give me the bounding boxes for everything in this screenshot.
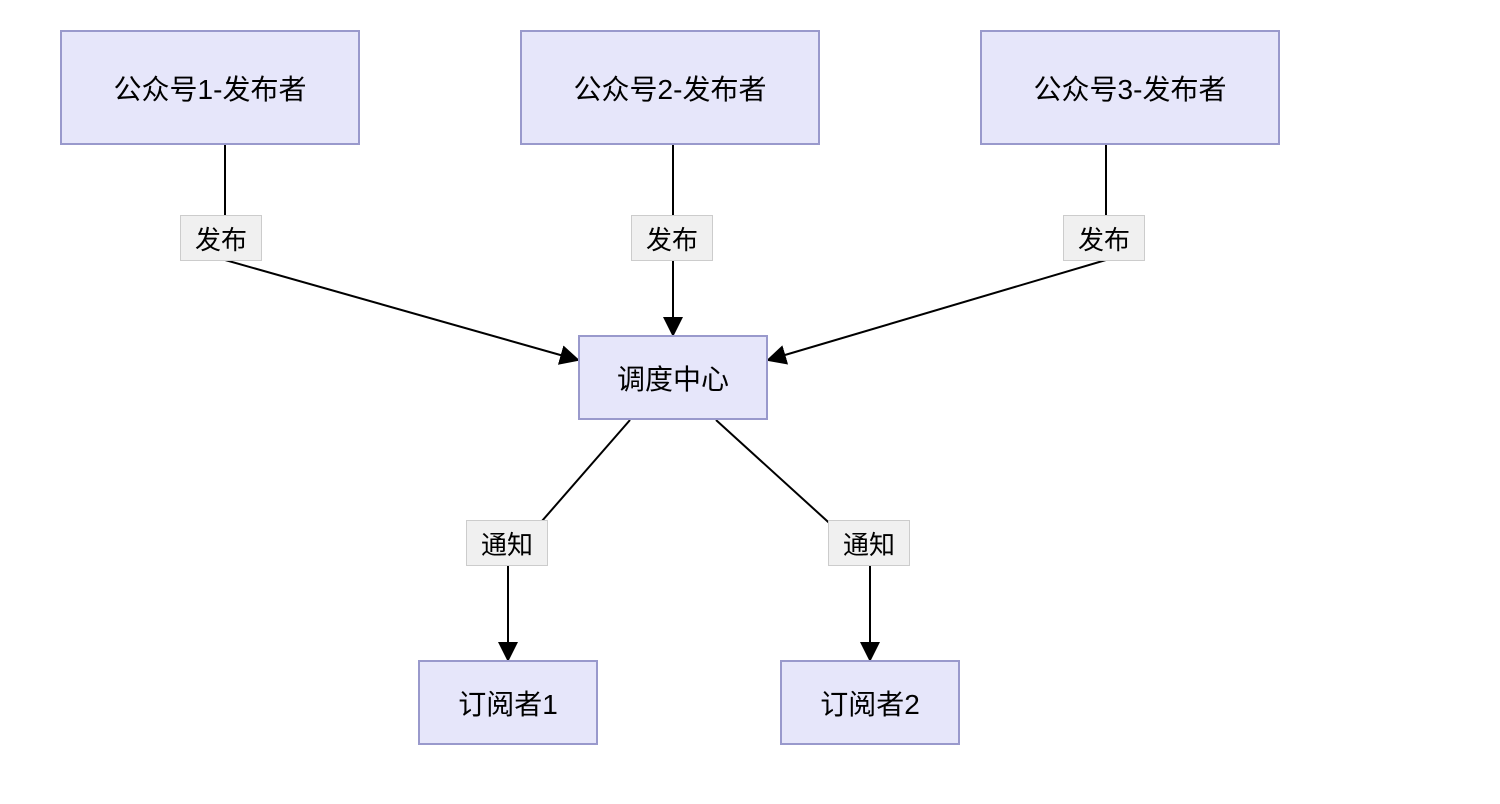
edge-label-center-sub2: 通知 xyxy=(828,520,910,566)
edge-label-pub2-center: 发布 xyxy=(631,215,713,261)
node-label-sub1: 订阅者1 xyxy=(458,683,558,723)
node-center: 调度中心 xyxy=(578,335,768,420)
edge-label-text-pub3-center: 发布 xyxy=(1078,220,1130,257)
node-pub3: 公众号3-发布者 xyxy=(980,30,1280,145)
node-label-pub1: 公众号1-发布者 xyxy=(114,68,307,108)
node-label-sub2: 订阅者2 xyxy=(820,683,920,723)
node-label-pub3: 公众号3-发布者 xyxy=(1034,68,1227,108)
node-pub2: 公众号2-发布者 xyxy=(520,30,820,145)
node-sub1: 订阅者1 xyxy=(418,660,598,745)
flowchart-diagram: 公众号1-发布者 公众号2-发布者 公众号3-发布者调度中心订阅者1 订阅者2 发布 发… xyxy=(0,0,1500,804)
edge-label-center-sub1: 通知 xyxy=(466,520,548,566)
edge-label-text-center-sub1: 通知 xyxy=(481,525,533,562)
edge-label-text-pub2-center: 发布 xyxy=(646,220,698,257)
node-label-pub2: 公众号2-发布者 xyxy=(574,68,767,108)
edge-pub3-center xyxy=(768,145,1106,360)
edge-label-pub3-center: 发布 xyxy=(1063,215,1145,261)
edge-label-text-pub1-center: 发布 xyxy=(195,220,247,257)
edge-label-pub1-center: 发布 xyxy=(180,215,262,261)
edge-label-text-center-sub2: 通知 xyxy=(843,525,895,562)
node-pub1: 公众号1-发布者 xyxy=(60,30,360,145)
node-sub2: 订阅者2 xyxy=(780,660,960,745)
node-label-center: 调度中心 xyxy=(617,358,729,398)
edge-pub1-center xyxy=(225,145,578,360)
